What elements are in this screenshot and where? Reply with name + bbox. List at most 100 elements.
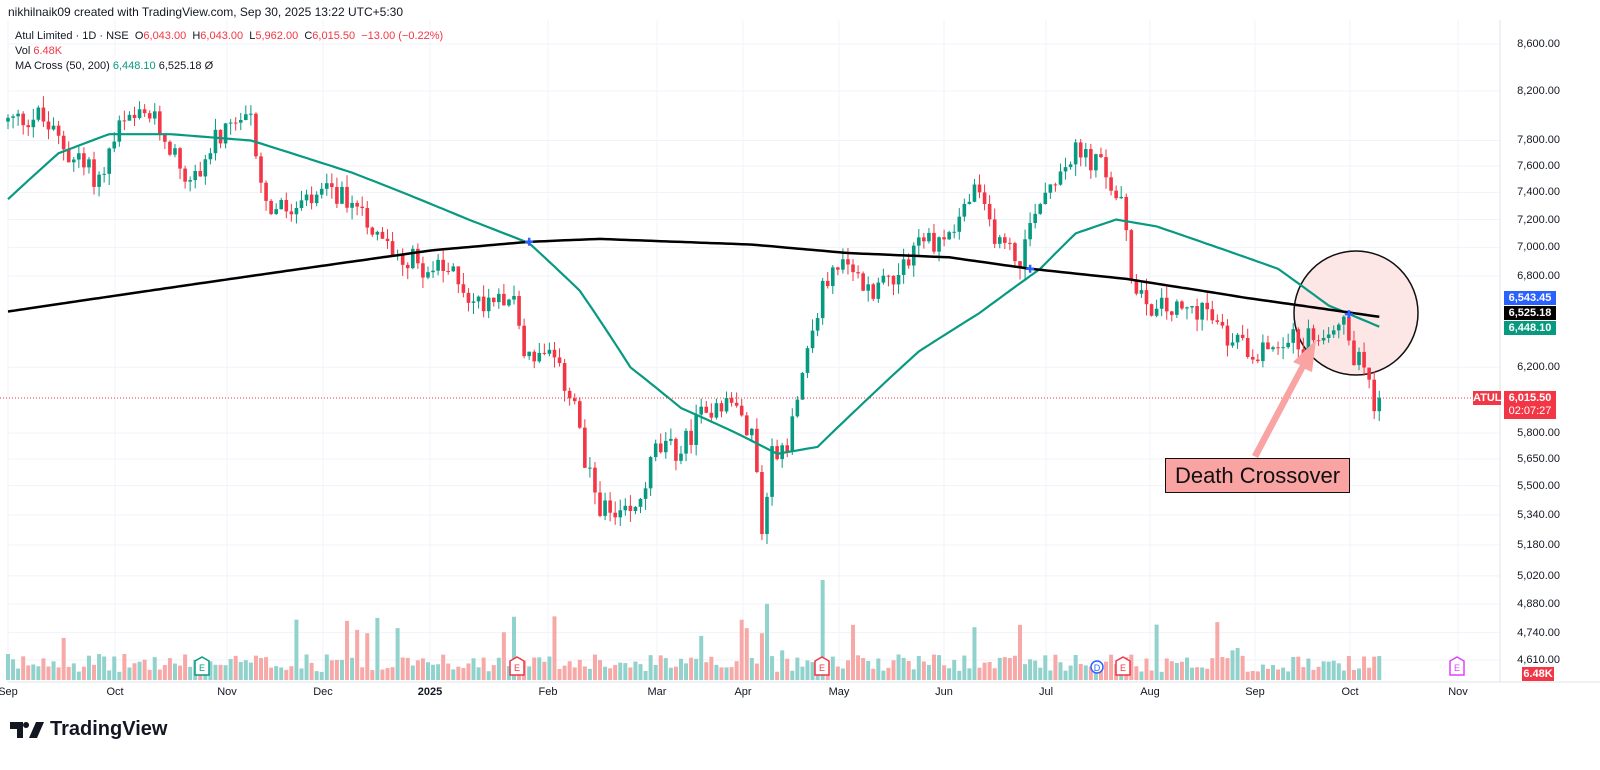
volume-bar [1245,671,1250,680]
candle [1018,261,1022,269]
volume-bar [360,667,365,680]
volume-bar [41,658,46,680]
volume-bar [896,654,901,680]
volume-bar [926,664,931,680]
symbol[interactable]: Atul Limited · 1D · NSE [15,30,129,42]
volume-bar [1321,661,1326,680]
time-tick: 2025 [417,686,443,698]
volume-bar [891,660,896,680]
volume-bar [840,668,845,680]
volume-bar [415,660,420,680]
volume-bar [694,658,699,680]
volume-bar [592,654,597,680]
earnings-marker[interactable]: E [194,656,210,676]
candle [71,159,76,163]
volume-bar [1281,667,1286,680]
earnings-marker[interactable]: E [1449,656,1465,676]
volume-bar [911,669,916,680]
candle [51,125,56,130]
candle [734,402,739,406]
candle [512,295,516,300]
price-tick: 5,020.00 [1517,569,1560,582]
volume-bar [775,671,780,680]
volume-bar [71,663,76,680]
candle [982,192,987,204]
price-tick: 7,000.00 [1517,241,1560,254]
candle [1336,324,1341,331]
candle [669,438,673,441]
volume-bar [61,637,66,680]
price-tick: 5,650.00 [1517,453,1560,466]
volume-bar [1372,656,1377,680]
volume-bar [385,668,390,680]
open: 6,043.00 [143,30,187,42]
volume-bar [46,666,51,680]
candle [173,148,177,155]
time-tick: Nov [217,686,237,698]
volume-bar [370,670,375,680]
candle [1347,316,1351,341]
volume-bar [947,668,952,680]
volume-bar [527,666,532,680]
events[interactable]: E E E ED E [194,656,1465,676]
volume-bar [51,661,56,680]
h-label: H [192,30,201,42]
volume-bar [264,657,269,680]
volume-bar [1164,658,1169,680]
volume-bar [532,657,537,680]
volume-bar [162,664,167,680]
volume-bar [496,657,501,680]
candle [1043,192,1048,205]
volume-bar [729,667,734,680]
candle [820,280,825,319]
candle [598,492,602,516]
candle [233,122,238,124]
candle [163,134,167,142]
candle [466,292,471,303]
volume-bar [1260,664,1265,680]
candle [942,237,946,240]
volume-bar [1023,664,1028,680]
earnings-icon [1449,656,1465,676]
earnings-marker[interactable]: E [509,656,525,676]
candle [254,113,258,157]
ma-label: MA Cross (50, 200) [15,60,110,72]
candle [972,184,977,202]
countdown: 02:07:27 [1508,405,1552,417]
candle [724,397,729,412]
candle [481,296,486,312]
volume-bar [167,658,172,680]
candle [1053,184,1058,186]
volume-bar [952,659,957,680]
volume-bar [1088,666,1093,680]
candle [583,427,587,468]
tradingview-logo[interactable]: TradingView [10,718,167,741]
earnings-marker[interactable]: E [1115,656,1131,676]
volume-bar [770,656,775,680]
candle [1159,297,1164,309]
volume-bar [709,656,714,680]
candle [638,498,643,507]
dividend-marker[interactable]: D [1090,660,1104,674]
ma50-line [7,133,1380,455]
volume-bar [608,668,613,680]
candle [967,201,972,204]
legend-ma-row[interactable]: MA Cross (50, 200) 6,448.10 6,525.18 Ø [15,59,443,74]
candle [1003,237,1007,243]
event-letter: E [199,663,205,673]
volume-bar [901,657,906,680]
time-tick: Oct [1341,686,1359,698]
legend-volume-row[interactable]: Vol 6.48K [15,44,443,59]
candle [350,202,354,208]
price-tick: 7,400.00 [1517,186,1560,199]
price-chart[interactable]: E E E ED E [0,0,1600,710]
candle [992,219,997,244]
time-tick: Oct [106,686,124,698]
vol-value: 6.48K [33,45,63,57]
volume-bar [931,654,936,680]
volume-bar [506,666,511,680]
candle [755,428,759,473]
price-tick: 7,600.00 [1517,160,1560,173]
earnings-marker[interactable]: E [814,656,830,676]
vol-label: Vol [15,45,31,57]
